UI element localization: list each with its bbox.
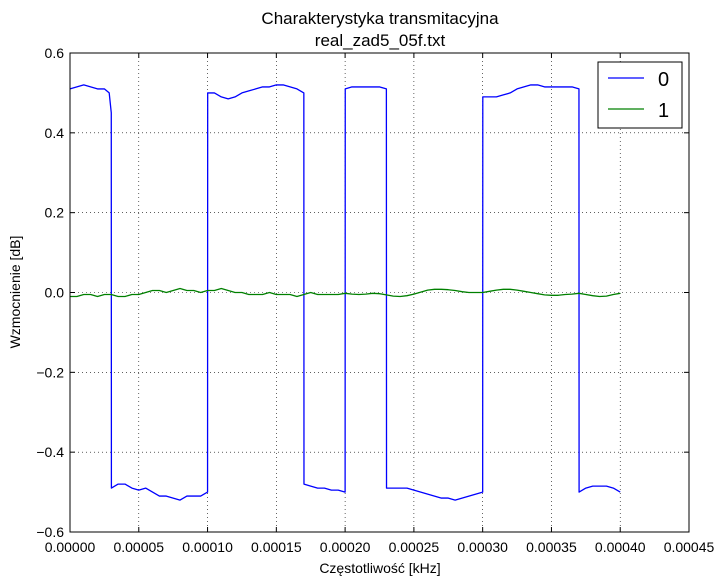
x-tick-label: 0.00020 [320,539,371,555]
legend-label-0: 0 [658,69,669,91]
x-tick-label: 0.00035 [526,539,577,555]
y-tick-label: 0.4 [45,125,65,141]
series-layer [69,84,621,501]
y-tick-label: −0.2 [36,364,64,380]
x-tick-label: 0.00005 [113,539,164,555]
x-tick-label: 0.00025 [389,539,440,555]
chart-subtitle: real_zad5_05f.txt [315,31,446,50]
x-tick-label: 0.00015 [251,539,302,555]
y-tick-label: −0.6 [36,524,64,540]
chart-title: Charakterystyka transmitacyjna [261,9,499,28]
series-line-1 [70,287,621,298]
y-tick-label: 0.2 [45,205,65,221]
x-tick-label: 0.00030 [457,539,508,555]
legend: 0 1 [597,61,683,129]
legend-box [597,61,683,129]
legend-label-1: 1 [658,100,669,122]
grid [70,53,689,532]
x-tick-labels: 0.00000 0.00005 0.00010 0.00015 0.00020 0.000… [45,539,715,555]
y-axis-label: Wzmocnienie [dB] [7,236,23,349]
ticks [69,52,690,533]
y-tick-label: 0.6 [45,45,65,61]
x-tick-label: 0.00000 [45,539,96,555]
y-tick-label: 0.0 [45,285,65,301]
x-tick-label: 0.00045 [664,539,715,555]
x-axis-label: Częstotliwość [kHz] [319,560,440,576]
y-tick-labels: −0.6 −0.4 −0.2 0.0 0.2 0.4 0.6 [36,45,64,540]
series-line-0 [69,84,621,501]
x-tick-label: 0.00040 [595,539,646,555]
x-tick-label: 0.00010 [182,539,233,555]
y-tick-label: −0.4 [36,444,64,460]
